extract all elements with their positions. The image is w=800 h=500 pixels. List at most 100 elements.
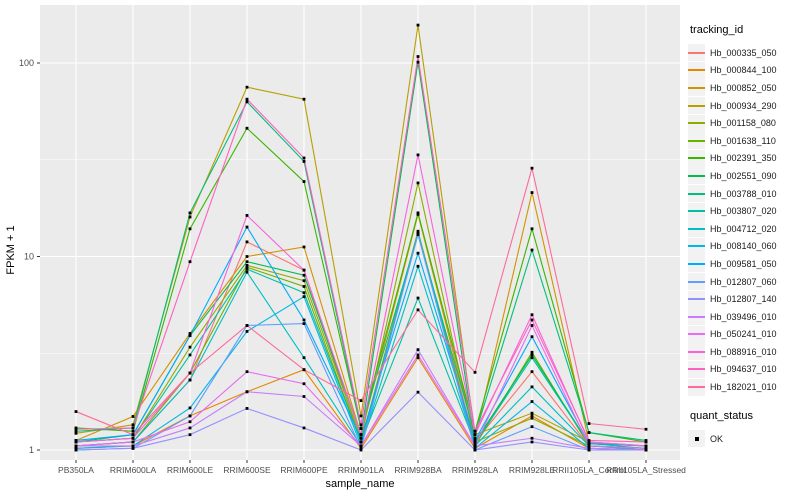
legend-item-Hb_002391_350: Hb_002391_350: [688, 149, 800, 168]
legend-label: Hb_000934_290: [710, 100, 777, 111]
quant-status-legend-items: OK: [688, 430, 800, 448]
legend-color-line: [688, 262, 705, 265]
x-tick-label: RRIM600LA: [110, 465, 157, 475]
legend-item-Hb_000934_290: Hb_000934_290: [688, 97, 800, 115]
legend-color-line: [688, 51, 705, 54]
legend-label: Hb_008140_060: [710, 241, 777, 252]
legend-item-Hb_000852_050: Hb_000852_050: [688, 79, 800, 97]
legend-color-line: [688, 386, 705, 389]
legend-item-Hb_001158_080: Hb_001158_080: [688, 114, 800, 132]
legend-key-line-icon: [688, 167, 705, 185]
legend-item-Hb_039496_010: Hb_039496_010: [688, 308, 800, 326]
legend-label: Hb_003807_020: [710, 206, 777, 217]
legend-title-tracking-id: tracking_id: [690, 24, 744, 36]
legend-item-Hb_050241_010: Hb_050241_010: [688, 325, 800, 344]
legend-label: Hb_088916_010: [710, 346, 777, 357]
legend-color-line: [688, 86, 705, 89]
legend-item-Hb_008140_060: Hb_008140_060: [688, 237, 800, 256]
legend-label: Hb_012807_140: [710, 294, 777, 305]
legend-item-Hb_004712_020: Hb_004712_020: [688, 220, 800, 238]
legend-key-line-icon: [688, 255, 705, 273]
x-tick-label: RRIM928LE: [509, 465, 556, 475]
x-tick-label: RRII105LA_Control: [552, 465, 626, 475]
legend-label: Hb_050241_010: [710, 329, 777, 340]
legend-label: Hb_039496_010: [710, 311, 777, 322]
legend-color-line: [688, 368, 705, 371]
legend-key-line-icon: [688, 97, 705, 115]
x-tick-label: PB350LA: [58, 465, 94, 475]
legend-key-square-icon: [688, 430, 705, 448]
legend-item-Hb_000335_050: Hb_000335_050: [688, 44, 800, 62]
series-points-Hb_050241_010: [74, 324, 648, 450]
legend-label: Hb_000335_050: [710, 47, 777, 58]
line-chart: 1 10 100 PB350LA RRIM600LA RRIM600LE RRIM600SE…: [5, 5, 686, 490]
legend-key-line-icon: [688, 325, 705, 343]
y-tick-label: 10: [24, 252, 34, 262]
legend-item-Hb_001638_110: Hb_001638_110: [688, 132, 800, 150]
legend-label: Hb_003788_010: [710, 188, 777, 199]
legend-color-line: [688, 210, 705, 213]
legend-key-line-icon: [688, 132, 705, 150]
legend-key-line-icon: [688, 237, 705, 255]
legend-label: Hb_004712_020: [710, 223, 777, 234]
legend-key-line-icon: [688, 79, 705, 97]
legend-key-line-icon: [688, 360, 705, 378]
series-points-Hb_094637_010: [74, 55, 648, 444]
black-square-marker-icon: [694, 436, 699, 441]
legend-item-Hb_094637_010: Hb_094637_010: [688, 360, 800, 379]
x-tick-label: RRIM600LE: [167, 465, 214, 475]
legend-color-line: [688, 122, 705, 125]
legend-key-line-icon: [688, 343, 705, 361]
y-axis-title: FPKM + 1: [5, 225, 17, 274]
x-tick-label: RRIM901LA: [338, 465, 385, 475]
legend-label: Hb_000852_050: [710, 82, 777, 93]
legend-item-Hb_182021_010: Hb_182021_010: [688, 378, 800, 396]
legend: tracking_id Hb_000335_050 Hb_000844_100 Hb…: [688, 24, 800, 448]
legend-item-Hb_012807_140: Hb_012807_140: [688, 290, 800, 308]
legend-color-line: [688, 227, 705, 230]
legend-color-line: [688, 280, 705, 283]
legend-color-line: [688, 157, 705, 160]
legend-key-line-icon: [688, 61, 705, 79]
legend-key-line-icon: [688, 290, 705, 308]
y-tick-label: 100: [19, 58, 34, 68]
tracking-id-legend-items: Hb_000335_050 Hb_000844_100 Hb_000852_050 H…: [688, 44, 800, 396]
legend-color-line: [688, 298, 705, 301]
legend-color-line: [688, 104, 705, 107]
legend-key-line-icon: [688, 308, 705, 326]
legend-label: Hb_094637_010: [710, 364, 777, 375]
legend-label: Hb_182021_010: [710, 382, 777, 393]
x-axis-title: sample_name: [325, 478, 394, 490]
x-tick-label: RRII105LA_Stressed: [606, 465, 686, 475]
legend-color-line: [688, 69, 705, 72]
legend-key-line-icon: [688, 273, 705, 291]
legend-label: Hb_000844_100: [710, 65, 777, 76]
legend-label: Hb_002391_350: [710, 153, 777, 164]
legend-item-Hb_009581_050: Hb_009581_050: [688, 255, 800, 273]
legend-color-line: [688, 174, 705, 177]
legend-color-line: [688, 315, 705, 318]
x-tick-label: RRIM928LA: [452, 465, 499, 475]
legend-label: Hb_012807_060: [710, 276, 777, 287]
legend-item-Hb_000844_100: Hb_000844_100: [688, 61, 800, 80]
legend-item-Hb_003788_010: Hb_003788_010: [688, 185, 800, 203]
legend-label: Hb_009581_050: [710, 258, 777, 269]
legend-color-line: [688, 350, 705, 353]
legend-color-line: [688, 139, 705, 142]
legend-title-quant-status: quant_status: [690, 409, 753, 422]
legend-key-line-icon: [688, 44, 705, 62]
y-tick-label: 1: [29, 445, 34, 455]
legend-label: Hb_001158_080: [710, 118, 776, 129]
legend-color-line: [688, 192, 705, 195]
legend-key-line-icon: [688, 378, 705, 396]
legend-color-line: [688, 245, 705, 248]
series-points-Hb_182021_010: [74, 166, 648, 437]
legend-key-line-icon: [688, 202, 705, 220]
legend-label: Hb_002551_090: [710, 170, 777, 181]
legend-label: Hb_001638_110: [710, 135, 776, 146]
legend-item-quant-OK: OK: [688, 430, 800, 448]
panel-background: [40, 5, 680, 460]
legend-key-line-icon: [688, 149, 705, 167]
legend-key-line-icon: [688, 220, 705, 238]
